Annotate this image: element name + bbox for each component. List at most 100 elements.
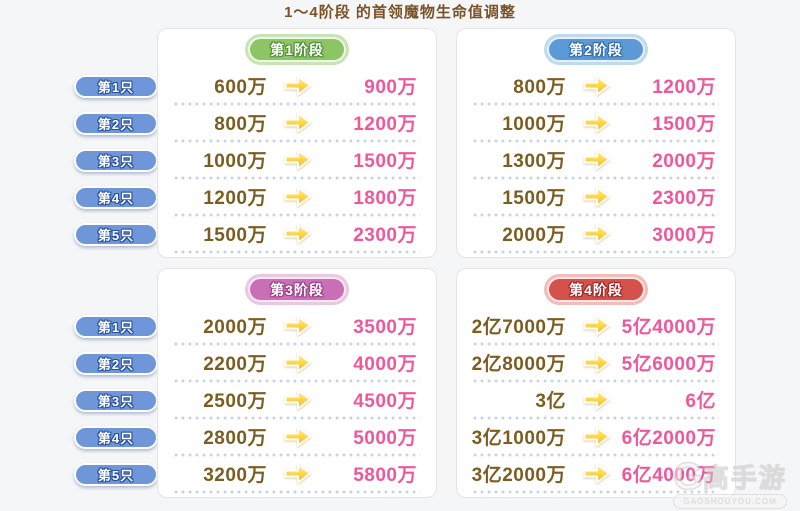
dotted-divider — [473, 342, 719, 346]
hp-old-value: 2000万 — [203, 317, 267, 338]
hp-row: 2000万 3000万 — [471, 217, 721, 250]
hp-old-value: 2800万 — [203, 428, 267, 449]
dotted-divider — [473, 213, 719, 217]
hp-row: 2800万 5000万 — [172, 420, 422, 453]
hp-old-value: 1500万 — [502, 188, 566, 209]
stage-panel-2: 第2阶段 800万 1200万 1000万 1500万 1300万 2000万 — [456, 28, 736, 258]
hp-old-value: 1000万 — [502, 114, 566, 135]
monster-pill-4b: 第4只 — [74, 426, 158, 449]
hp-new-value: 900万 — [364, 77, 417, 98]
hp-new-value: 5800万 — [353, 465, 417, 486]
arrow-right-icon — [571, 388, 621, 411]
arrow-right-icon — [571, 314, 621, 337]
dotted-divider — [174, 416, 420, 420]
hp-new-value: 6亿2000万 — [621, 428, 716, 449]
hp-new-value: 2000万 — [652, 151, 716, 172]
stage-panel-3: 第3阶段 2000万 3500万 2200万 4000万 2500万 4500万 — [157, 268, 437, 498]
hp-old-value: 800万 — [513, 77, 566, 98]
monster-pill-5: 第5只 — [74, 223, 158, 246]
hp-old-value: 2500万 — [203, 391, 267, 412]
hp-old-value: 3200万 — [203, 465, 267, 486]
monster-pill-4: 第4只 — [74, 186, 158, 209]
arrow-right-icon — [272, 314, 322, 337]
dotted-divider — [174, 342, 420, 346]
hp-row: 2200万 4000万 — [172, 346, 422, 379]
dotted-divider — [473, 102, 719, 106]
dotted-divider — [174, 490, 420, 494]
hp-old-value: 3亿 — [535, 391, 566, 412]
hp-old-value: 3亿2000万 — [471, 465, 566, 486]
arrow-right-icon — [272, 111, 322, 134]
monster-pill-1b: 第1只 — [74, 315, 158, 338]
hp-old-value: 3亿1000万 — [471, 428, 566, 449]
hp-new-value: 1500万 — [353, 151, 417, 172]
hp-new-value: 1200万 — [652, 77, 716, 98]
hp-row: 800万 1200万 — [471, 69, 721, 102]
dotted-divider — [473, 176, 719, 180]
hp-old-value: 2000万 — [502, 225, 566, 246]
arrow-right-icon — [571, 462, 621, 485]
dotted-divider — [174, 453, 420, 457]
hp-old-value: 1500万 — [203, 225, 267, 246]
dotted-divider — [473, 490, 719, 494]
hp-new-value: 5亿4000万 — [621, 317, 716, 338]
hp-new-value: 1800万 — [353, 188, 417, 209]
dotted-divider — [473, 379, 719, 383]
stage-badge: 第2阶段 — [547, 37, 645, 62]
hp-new-value: 2300万 — [652, 188, 716, 209]
hp-old-value: 800万 — [214, 114, 267, 135]
stage-badge-label: 第1阶段 — [270, 41, 324, 58]
hp-new-value: 4000万 — [353, 354, 417, 375]
dotted-divider — [174, 379, 420, 383]
hp-new-value: 1200万 — [353, 114, 417, 135]
hp-row: 600万 900万 — [172, 69, 422, 102]
arrow-right-icon — [272, 351, 322, 374]
hp-row: 1000万 1500万 — [172, 143, 422, 176]
hp-row: 1300万 2000万 — [471, 143, 721, 176]
arrow-right-icon — [571, 74, 621, 97]
dotted-divider — [174, 139, 420, 143]
arrow-right-icon — [571, 425, 621, 448]
page-title: 1～4阶段 的首领魔物生命值调整 — [284, 4, 516, 21]
arrow-right-icon — [571, 111, 621, 134]
hp-row: 1200万 1800万 — [172, 180, 422, 213]
hp-row: 3亿1000万 6亿2000万 — [471, 420, 721, 453]
hp-new-value: 1500万 — [652, 114, 716, 135]
hp-row: 1500万 2300万 — [172, 217, 422, 250]
dotted-divider — [174, 213, 420, 217]
stage-badge: 第4阶段 — [547, 277, 645, 302]
dotted-divider — [473, 453, 719, 457]
hp-new-value: 2300万 — [353, 225, 417, 246]
hp-old-value: 2亿8000万 — [471, 354, 566, 375]
stage-badge: 第3阶段 — [248, 277, 346, 302]
monster-pill-3b: 第3只 — [74, 389, 158, 412]
stage-badge-label: 第2阶段 — [569, 41, 623, 58]
dotted-divider — [174, 250, 420, 254]
hp-new-value: 5亿6000万 — [621, 354, 716, 375]
hp-old-value: 2200万 — [203, 354, 267, 375]
arrow-right-icon — [272, 462, 322, 485]
monster-pill-1: 第1只 — [74, 75, 158, 98]
arrow-right-icon — [571, 222, 621, 245]
hp-old-value: 2亿7000万 — [471, 317, 566, 338]
dotted-divider — [473, 139, 719, 143]
hp-row: 3200万 5800万 — [172, 457, 422, 490]
hp-row: 2亿7000万 5亿4000万 — [471, 309, 721, 342]
dotted-divider — [174, 102, 420, 106]
stage-badge-label: 第4阶段 — [569, 281, 623, 298]
monster-pill-2: 第2只 — [74, 112, 158, 135]
arrow-right-icon — [272, 388, 322, 411]
arrow-right-icon — [272, 148, 322, 171]
hp-new-value: 4500万 — [353, 391, 417, 412]
hp-new-value: 6亿4000万 — [621, 465, 716, 486]
monster-pill-3: 第3只 — [74, 149, 158, 172]
hp-row: 2500万 4500万 — [172, 383, 422, 416]
monster-pill-2b: 第2只 — [74, 352, 158, 375]
hp-row: 2000万 3500万 — [172, 309, 422, 342]
hp-old-value: 1300万 — [502, 151, 566, 172]
hp-old-value: 1000万 — [203, 151, 267, 172]
hp-row: 1500万 2300万 — [471, 180, 721, 213]
hp-new-value: 3000万 — [652, 225, 716, 246]
arrow-right-icon — [272, 185, 322, 208]
hp-row: 800万 1200万 — [172, 106, 422, 139]
